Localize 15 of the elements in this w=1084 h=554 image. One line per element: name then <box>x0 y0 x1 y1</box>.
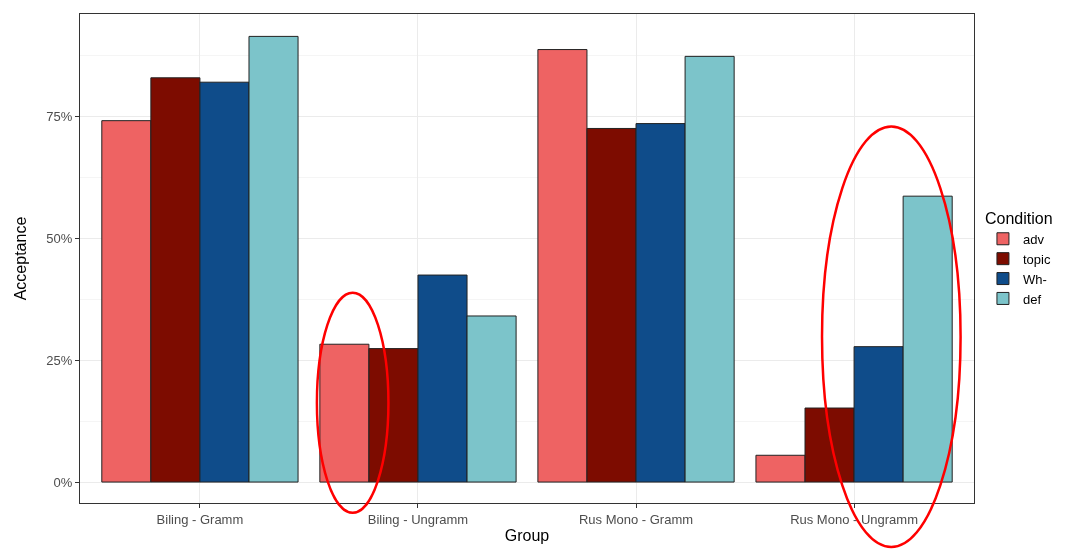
y-tick-label: 75% <box>46 109 73 125</box>
legend-label: Wh- <box>1022 271 1047 287</box>
y-tick-label: 50% <box>46 231 73 247</box>
y-tick-label: 0% <box>53 474 73 490</box>
x-axis-title: Group <box>504 527 550 545</box>
y-tick-label: 25% <box>46 352 73 368</box>
x-tick-label: Rus Mono - Ungramm <box>790 511 919 527</box>
x-tick-label: Rus Mono - Gramm <box>578 511 694 527</box>
legend-label: topic <box>1022 251 1051 267</box>
x-tick-label: Biling - Gramm <box>156 511 244 527</box>
legend-title: Condition <box>984 209 1053 227</box>
x-tick-label: Biling - Ungramm <box>367 511 469 527</box>
y-axis-title: Acceptance <box>12 216 30 301</box>
legend-label: adv <box>1022 231 1045 247</box>
legend-label: def <box>1022 291 1042 307</box>
